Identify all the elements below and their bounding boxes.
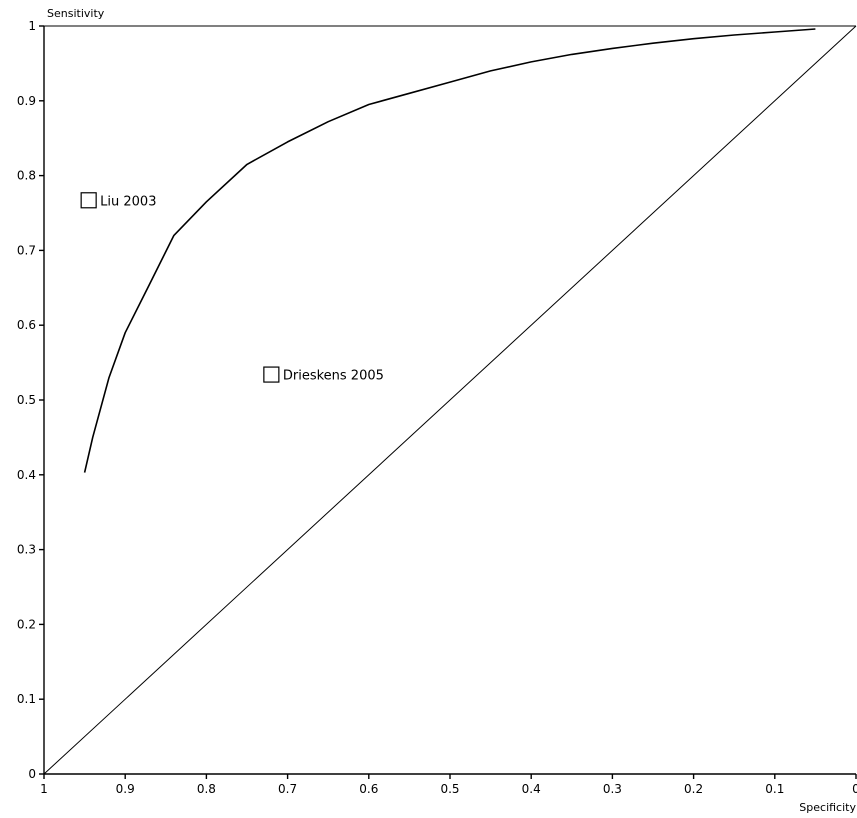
y-ticks: 0 0.1 0.2 0.3 0.4 0.5 0.6 0.7 0.8 0.9 1 [17,19,44,781]
plot-area: Liu 2003 Drieskens 2005 [43,25,857,775]
y-tick-label: 0.7 [17,243,36,257]
reference-diagonal-line [43,25,857,775]
y-tick-label: 0.4 [17,468,36,482]
y-tick-label: 0.1 [17,692,36,706]
y-tick-label: 0.8 [17,169,36,183]
sroc-curve [83,28,816,473]
x-tick-label: 0.9 [116,782,135,796]
y-tick-label: 0.3 [17,543,36,557]
y-tick-label: 0.5 [17,393,36,407]
x-tick-label: 0.4 [522,782,541,796]
study-label: Drieskens 2005 [283,369,384,384]
study-label: Liu 2003 [100,194,156,209]
y-tick-label: 0 [28,767,36,781]
x-tick-label: 0.8 [197,782,216,796]
x-ticks: 1 0.9 0.8 0.7 0.6 0.5 0.4 0.3 0.2 0.1 0 [40,774,857,796]
x-tick-label: 0.1 [765,782,784,796]
x-tick-label: 0.2 [684,782,703,796]
x-axis-title: Specificity [799,801,856,814]
x-tick-label: 0.5 [440,782,459,796]
x-tick-label: 1 [40,782,48,796]
study-point [80,192,97,209]
x-tick-label: 0.7 [278,782,297,796]
y-tick-label: 1 [28,19,36,33]
x-tick-label: 0.3 [603,782,622,796]
y-tick-label: 0.9 [17,94,36,108]
y-tick-label: 0.6 [17,318,36,332]
x-tick-label: 0 [852,782,857,796]
x-tick-label: 0.6 [359,782,378,796]
study-point [263,366,280,383]
y-tick-label: 0.2 [17,617,36,631]
y-axis-title: Sensitivity [47,7,105,20]
